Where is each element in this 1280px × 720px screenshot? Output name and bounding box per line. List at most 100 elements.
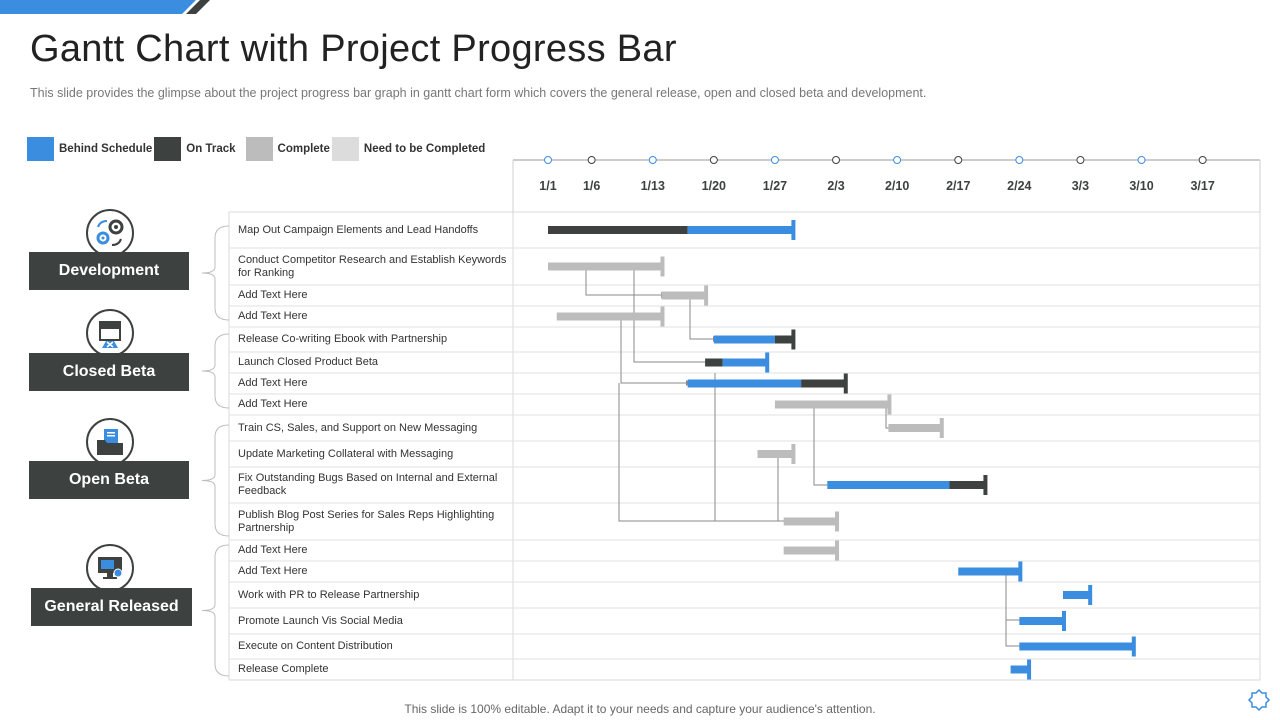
gantt-bar-segment: [949, 481, 985, 489]
task-label: Map Out Campaign Elements and Lead Hando…: [238, 223, 479, 236]
folder-documents-icon: [97, 429, 123, 455]
legend: Behind Schedule On Track Complete Need t…: [27, 137, 487, 161]
gantt-bar-segment: [1019, 617, 1063, 625]
timeline-marker: [648, 156, 657, 164]
gantt-bar-endcap: [1131, 636, 1136, 657]
legend-swatch-on-track: [154, 137, 182, 161]
task-label: Promote Launch Vis Social Media: [238, 614, 403, 627]
task-label: Add Text Here: [238, 377, 308, 389]
legend-swatch-todo: [331, 137, 359, 161]
task-label: Conduct Competitor Research and Establis…: [238, 253, 507, 279]
gantt-bar-endcap: [1088, 585, 1093, 605]
timeline-tick-label: 2/17: [946, 179, 970, 193]
timeline-tick-label: 1/13: [641, 179, 665, 193]
gantt-bar-segment: [827, 481, 950, 489]
dependency-connector: [620, 316, 691, 384]
legend-label: Behind Schedule: [59, 143, 153, 155]
gantt-bar-segment: [1010, 665, 1029, 674]
task-label: Add Text Here: [238, 289, 308, 301]
phase-bracket: [201, 424, 230, 537]
legend-label: On Track: [186, 143, 236, 155]
task-label: Release Complete: [238, 663, 329, 675]
dependency-connector: [633, 266, 716, 363]
gantt-bar-segment: [548, 226, 688, 234]
phase-bracket: [201, 225, 230, 321]
timeline-tick-label: 2/3: [827, 179, 844, 193]
gantt-bar-endcap: [791, 220, 796, 240]
timeline-marker: [832, 156, 841, 164]
timeline-marker: [587, 156, 596, 164]
legend-item-complete: Complete: [245, 137, 332, 161]
timeline-tick-label: 3/17: [1190, 179, 1214, 193]
gantt-bar-endcap: [791, 329, 796, 350]
timeline-tick-label: 3/3: [1072, 179, 1089, 193]
timeline-marker: [893, 156, 902, 164]
task-label: Add Text Here: [238, 310, 308, 322]
phase-icon-circle: [86, 544, 134, 592]
gantt-bar-segment: [548, 262, 662, 271]
gantt-bar-endcap: [983, 475, 988, 495]
timeline-marker: [709, 156, 718, 164]
gantt-bar-segment: [661, 291, 706, 300]
timeline-marker: [544, 156, 552, 164]
timeline-tick-label: 1/1: [539, 179, 556, 193]
timeline-marker: [954, 156, 963, 164]
gantt-bar-segment: [705, 358, 723, 367]
timeline-tick-label: 2/24: [1007, 179, 1031, 193]
phase-icon-circle: [86, 418, 134, 466]
phase-label-general-released: General Released: [31, 588, 192, 626]
gantt-bar-endcap: [835, 540, 840, 561]
gantt-bar-endcap: [660, 256, 665, 277]
phase-label-development: Development: [29, 252, 189, 290]
phase-label-open-beta: Open Beta: [29, 461, 189, 499]
dependency-connector: [585, 266, 666, 296]
gears-icon: [96, 219, 124, 246]
gantt-bar-segment: [722, 358, 767, 367]
dependency-connector: [813, 404, 840, 486]
task-label: Add Text Here: [238, 544, 308, 556]
page-subtitle: This slide provides the glimpse about th…: [30, 86, 927, 100]
gantt-bar-segment: [774, 335, 793, 344]
gear-outline-icon: [1247, 688, 1271, 712]
timeline-tick-label: 3/10: [1129, 179, 1153, 193]
legend-swatch-complete: [245, 137, 273, 161]
legend-item-need-to-be-completed: Need to be Completed: [331, 137, 487, 161]
gantt-bar-segment: [774, 400, 889, 409]
task-label: Release Co-writing Ebook with Partnershi…: [238, 333, 448, 345]
timeline-marker: [1015, 156, 1024, 164]
gantt-bar-endcap: [765, 352, 770, 373]
task-label: Update Marketing Collateral with Messagi…: [238, 447, 454, 460]
gantt-bar-segment: [556, 312, 662, 321]
gantt-bar-segment: [757, 450, 793, 458]
task-label: Add Text Here: [238, 398, 308, 410]
timeline-tick-label: 1/20: [702, 179, 726, 193]
phase-icon-circle: [86, 209, 134, 257]
gantt-bar-endcap: [887, 394, 892, 415]
timeline-marker: [1137, 156, 1146, 164]
timeline-tick-label: 1/27: [763, 179, 787, 193]
gantt-bar-endcap: [1061, 611, 1066, 631]
task-label: Launch Closed Product Beta: [238, 356, 379, 368]
task-label: Add Text Here: [238, 565, 308, 577]
gantt-bar-endcap: [1027, 659, 1032, 680]
timeline-tick-label: 1/6: [583, 179, 600, 193]
gantt-bar-segment: [783, 546, 837, 555]
gantt-bar-segment: [958, 567, 1020, 576]
phase-bracket: [201, 333, 230, 409]
legend-label: Complete: [277, 143, 330, 155]
gantt-bar-segment: [888, 424, 941, 432]
gantt-bar-endcap: [939, 418, 944, 438]
timeline-marker: [770, 156, 779, 164]
phase-icon-circle: [86, 309, 134, 357]
gantt-bar-endcap: [704, 285, 709, 306]
gantt-bar-segment: [783, 517, 837, 526]
shop-box-icon: [99, 321, 121, 348]
task-label: Publish Blog Post Series for Sales Reps …: [238, 508, 495, 534]
gantt-bar-segment: [687, 379, 802, 388]
timeline-marker: [1198, 156, 1207, 164]
gantt-bar-endcap: [791, 444, 796, 464]
gantt-bar-endcap: [835, 511, 840, 532]
task-label: Fix Outstanding Bugs Based on Internal a…: [238, 472, 498, 497]
gantt-bar-segment: [1062, 591, 1090, 599]
gantt-bar-segment: [713, 335, 775, 344]
